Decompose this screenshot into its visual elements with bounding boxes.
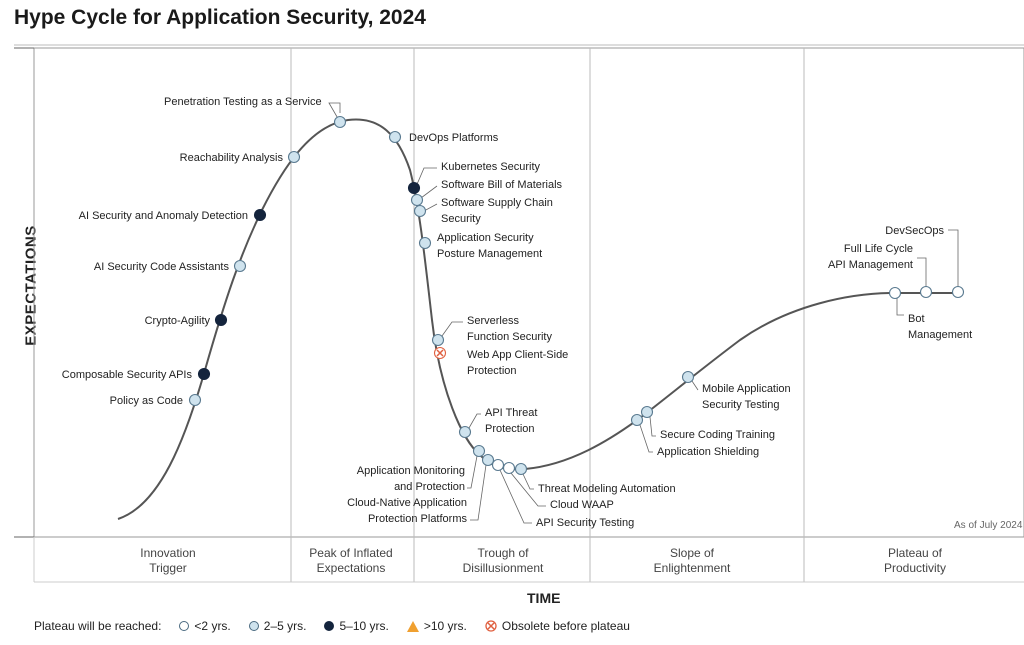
phase-slope-line1: Slope of	[670, 546, 715, 560]
marker-bot-management[interactable]	[888, 286, 902, 300]
legend-label-2to5: 2–5 yrs.	[263, 619, 307, 633]
marker-secure-coding-training[interactable]	[640, 405, 654, 419]
legend-item-gt10: >10 yrs.	[406, 619, 467, 633]
x-axis-label: TIME	[527, 590, 561, 606]
marker-application-security-posture-management[interactable]	[418, 236, 432, 250]
leader-lines	[328, 102, 959, 524]
phase-peak-line2: Expectations	[317, 561, 386, 575]
legend-prefix-text: Plateau will be reached:	[34, 619, 162, 633]
label-threat-modeling-automation: Threat Modeling Automation	[538, 483, 676, 495]
legend-label-lt2: <2 yrs.	[194, 619, 231, 633]
marker-web-app-client-side-protection[interactable]	[433, 346, 447, 360]
legend-item-obsolete: Obsolete before plateau	[485, 619, 630, 633]
open-circle-icon	[179, 621, 190, 631]
technology-markers	[188, 115, 965, 476]
leader-cloud-native-application-protection-platforms	[470, 459, 489, 521]
label-kubernetes-security: Kubernetes Security	[441, 161, 541, 173]
marker-devsecops[interactable]	[951, 285, 965, 299]
marker-api-security-testing[interactable]	[491, 458, 505, 472]
as-of-note: As of July 2024	[954, 520, 1023, 531]
leader-devsecops	[948, 229, 959, 292]
label-application-shielding: Application Shielding	[657, 446, 759, 458]
label-mobile-application-security-testing: Mobile Application Security Testing	[702, 383, 791, 411]
label-secure-coding-training: Secure Coding Training	[660, 429, 775, 441]
hype-cycle-chart: Innovation Trigger Peak of Inflated Expe…	[14, 44, 1024, 583]
label-software-bill-of-materials: Software Bill of Materials	[441, 179, 563, 191]
legend-item-5to10: 5–10 yrs.	[324, 619, 389, 633]
marker-api-threat-protection[interactable]	[458, 425, 472, 439]
label-serverless-function-security: Serverless Function Security	[467, 315, 552, 343]
marker-software-supply-chain-security[interactable]	[413, 204, 427, 218]
label-full-life-cycle-api-management: Full Life Cycle API Management	[828, 243, 913, 271]
triangle-icon	[406, 620, 419, 632]
obsolete-x-icon	[485, 620, 497, 632]
technology-labels: Policy as Code Composable Security APIs Cr…	[62, 96, 972, 529]
legend-label-gt10: >10 yrs.	[423, 619, 467, 633]
marker-crypto-agility[interactable]	[214, 313, 228, 327]
label-application-monitoring-and-protection: Application Monitoring and Protection	[357, 465, 465, 493]
legend: Plateau will be reached: <2 yrs. 2–5 yrs…	[34, 619, 648, 633]
marker-policy-as-code[interactable]	[188, 393, 202, 407]
phase-innovation-line1: Innovation	[140, 546, 195, 560]
label-bot-management: Bot Management	[908, 313, 972, 341]
marker-cloud-native-application-protection-platforms[interactable]	[481, 453, 495, 467]
leader-api-security-testing	[497, 464, 532, 524]
label-software-supply-chain-security: Software Supply Chain Security	[441, 197, 553, 225]
marker-composable-security-apis[interactable]	[197, 367, 211, 381]
plot-frame	[33, 47, 1024, 538]
label-cloud-native-application-protection-platforms: Cloud-Native Application Protection Platf…	[347, 497, 467, 525]
marker-penetration-testing-as-a-service[interactable]	[333, 115, 347, 129]
marker-kubernetes-security[interactable]	[407, 181, 421, 195]
label-cloud-waap: Cloud WAAP	[550, 499, 614, 511]
label-devops-platforms: DevOps Platforms	[409, 132, 499, 144]
legend-label-obsolete: Obsolete before plateau	[501, 619, 630, 633]
label-application-security-posture-management: Application Security Posture Management	[437, 232, 542, 260]
phase-slope-line2: Enlightenment	[654, 561, 731, 575]
phase-peak-line1: Peak of Inflated	[309, 546, 392, 560]
phase-trough-line1: Trough of	[478, 546, 530, 560]
label-web-app-client-side-protection: Web App Client-Side Protection	[467, 349, 568, 377]
label-penetration-testing-as-a-service: Penetration Testing as a Service	[164, 96, 322, 108]
label-api-threat-protection: API Threat Protection	[485, 407, 537, 435]
legend-item-2to5: 2–5 yrs.	[248, 619, 307, 633]
marker-ai-security-code-assistants[interactable]	[233, 259, 247, 273]
label-composable-security-apis: Composable Security APIs	[62, 369, 193, 381]
phase-plateau-line1: Plateau of	[888, 546, 943, 560]
legend-item-lt2: <2 yrs.	[179, 619, 231, 633]
marker-mobile-application-security-testing[interactable]	[681, 370, 695, 384]
marker-full-life-cycle-api-management[interactable]	[919, 285, 933, 299]
label-crypto-agility: Crypto-Agility	[145, 315, 211, 327]
marker-application-shielding[interactable]	[630, 413, 644, 427]
label-ai-security-and-anomaly-detection: AI Security and Anomaly Detection	[79, 210, 248, 222]
light-circle-icon	[248, 621, 259, 631]
hype-curve	[117, 118, 960, 520]
marker-reachability-analysis[interactable]	[287, 150, 301, 164]
label-ai-security-code-assistants: AI Security Code Assistants	[94, 261, 230, 273]
phase-plateau-line2: Productivity	[884, 561, 946, 575]
marker-software-bill-of-materials[interactable]	[410, 193, 424, 207]
leader-penetration-testing-as-a-service	[328, 102, 341, 123]
marker-devops-platforms[interactable]	[388, 130, 402, 144]
phase-innovation-line2: Trigger	[149, 561, 187, 575]
label-devsecops: DevSecOps	[885, 225, 944, 237]
legend-label-5to10: 5–10 yrs.	[339, 619, 389, 633]
marker-application-monitoring-and-protection[interactable]	[472, 444, 486, 458]
dark-circle-icon	[324, 621, 335, 631]
label-reachability-analysis: Reachability Analysis	[180, 152, 284, 164]
marker-threat-modeling-automation[interactable]	[514, 462, 528, 476]
label-api-security-testing: API Security Testing	[536, 517, 634, 529]
page-title: Hype Cycle for Application Security, 202…	[14, 6, 426, 29]
marker-serverless-function-security[interactable]	[431, 333, 445, 347]
marker-cloud-waap[interactable]	[502, 461, 516, 475]
marker-ai-security-and-anomaly-detection[interactable]	[253, 208, 267, 222]
label-policy-as-code: Policy as Code	[110, 395, 183, 407]
phase-trough-line2: Disillusionment	[463, 561, 544, 575]
legend-prefix: Plateau will be reached:	[34, 619, 161, 633]
